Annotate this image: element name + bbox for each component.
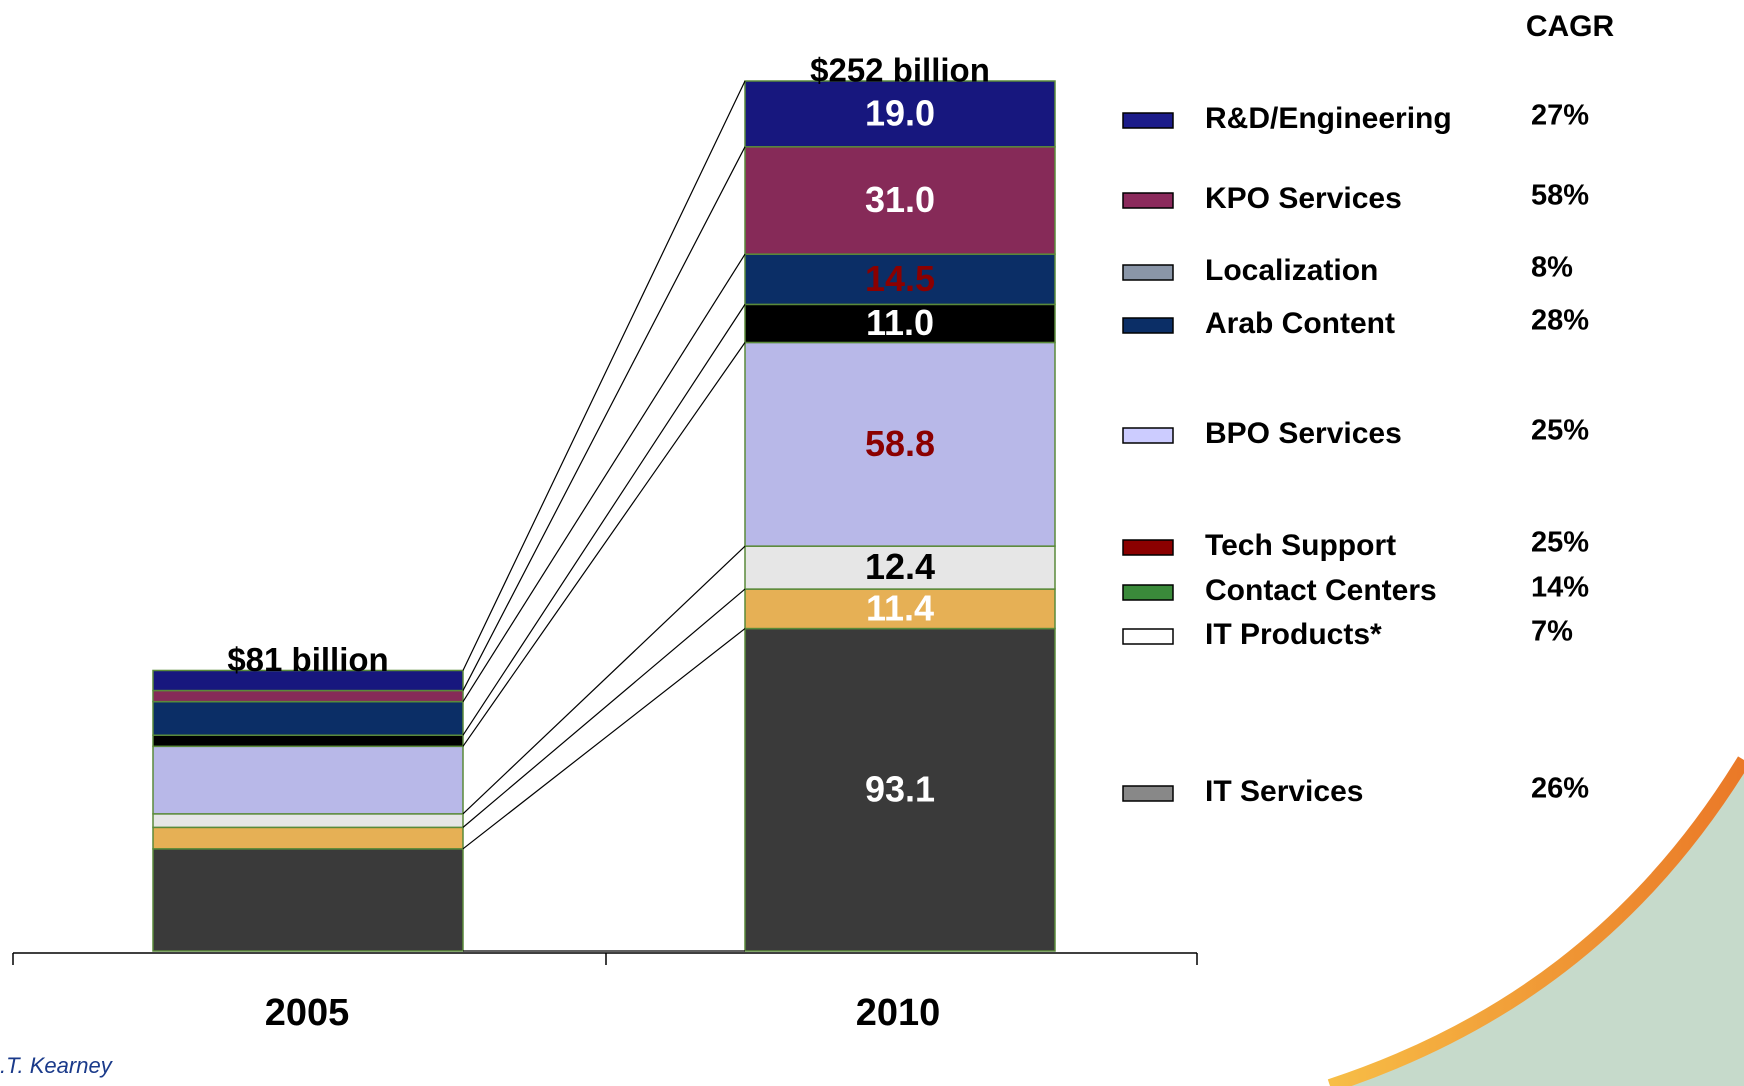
legend-label: Localization [1205,254,1378,287]
legend-label: Tech Support [1205,529,1396,562]
connector [462,304,746,736]
bar-segment [744,80,1056,148]
legend-swatch [1122,112,1174,129]
bar-segment [744,588,1056,630]
legend-swatch [1122,427,1174,444]
value-label: 93.1 [865,768,935,809]
connector [462,146,746,691]
bar-segment [744,341,1056,547]
legend-label: IT Products* [1205,618,1382,651]
legend-cagr: 7% [1531,616,1573,648]
legend-swatch [1122,264,1174,281]
legend-label: R&D/Engineering [1205,102,1452,135]
bar-segment [152,813,464,829]
legend-cagr: 27% [1531,100,1589,132]
bar-segment [152,826,464,850]
legend-label: IT Services [1205,775,1363,808]
bar-segment [152,734,464,748]
legend-label: Arab Content [1205,307,1395,340]
bar-segment [152,848,464,952]
legend-cagr: 28% [1531,305,1589,337]
legend-cagr: 8% [1531,252,1573,284]
total-label: $81 billion [227,641,388,678]
value-label: 11.0 [866,302,934,343]
value-label: 58.8 [865,423,935,464]
x-tick-label: 2010 [856,992,941,1034]
bar-segment [152,669,464,692]
connector [462,588,746,828]
connector [462,628,746,850]
bar-segment [744,146,1056,255]
legend-swatch [1122,628,1174,645]
bar-segment [744,303,1056,344]
bar-segment [744,627,1056,952]
legend-swatch [1122,539,1174,556]
legend-header: CAGR [1526,10,1615,43]
bar-segment [744,253,1056,306]
legend-swatch [1122,317,1174,334]
connector [462,253,746,702]
source: .T. Kearney [0,1053,114,1078]
legend-cagr: 14% [1531,572,1589,604]
value-label: 12.4 [865,546,935,587]
bar-segment [152,700,464,736]
value-label: 31.0 [865,179,935,220]
connector [462,342,746,747]
value-label: 19.0 [865,92,935,133]
legend-swatch [1122,192,1174,209]
legend-cagr: 25% [1531,527,1589,559]
legend-cagr: 26% [1531,773,1589,805]
legend-cagr: 58% [1531,180,1589,212]
legend-label: BPO Services [1205,417,1402,450]
legend-swatch [1122,584,1174,601]
x-tick-label: 2005 [265,992,350,1034]
bar-segment [152,689,464,703]
legend-cagr: 25% [1531,415,1589,447]
bar-segment [744,545,1056,590]
connector [462,545,746,815]
legend-swatch [1122,785,1174,802]
total-label: $252 billion [810,52,990,89]
legend-label: Contact Centers [1205,574,1437,607]
value-label: 14.5 [865,258,935,299]
legend-label: KPO Services [1205,182,1402,215]
connector [462,80,746,671]
bar-segment [152,745,464,815]
background-decoration [1327,756,1744,1086]
value-label: 11.4 [866,587,934,628]
